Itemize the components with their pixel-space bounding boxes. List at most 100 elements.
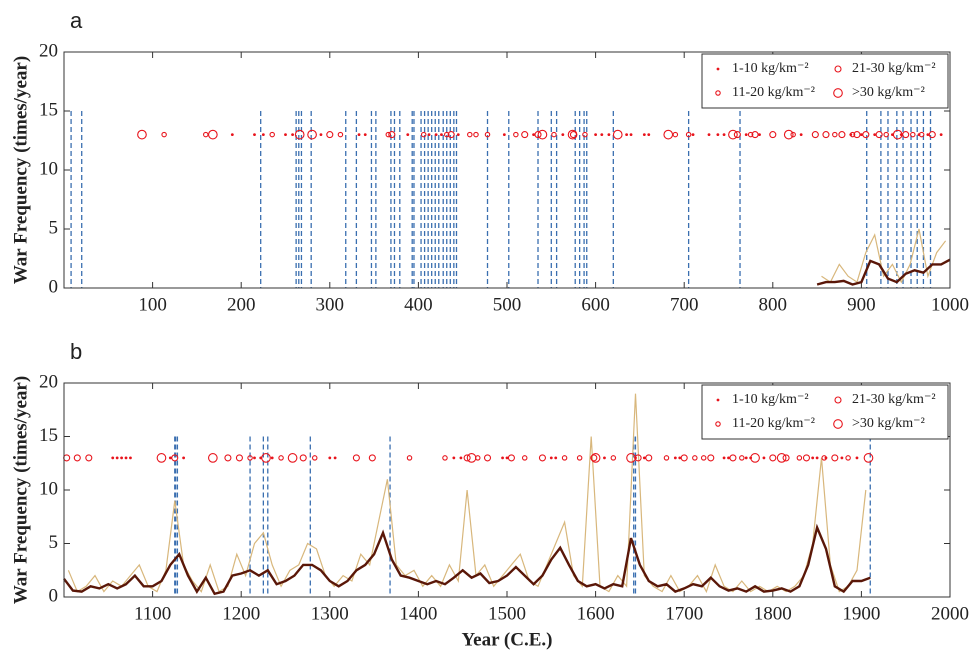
dust-marker	[642, 133, 646, 137]
dust-marker	[747, 131, 754, 138]
smoothed-line	[816, 258, 951, 286]
dust-marker	[357, 133, 361, 137]
dust-marker	[278, 455, 284, 461]
y-tick-label: 20	[39, 371, 58, 392]
legend-box	[701, 384, 949, 440]
x-tick-label: 1800	[754, 603, 792, 624]
dust-marker	[728, 129, 738, 140]
x-tick-label: 600	[581, 294, 610, 315]
dust-marker	[918, 131, 925, 138]
annual-line	[821, 228, 947, 284]
panel: a 0 5 10 15 20 100 200 300 400 500 600 700 800 900 1000…	[10, 8, 969, 316]
dust-marker	[685, 131, 692, 138]
y-tick-label: 5	[49, 217, 59, 238]
dust-marker	[299, 454, 307, 462]
dust-marker	[444, 131, 450, 138]
dust-marker	[821, 455, 827, 461]
legend-marker	[715, 421, 721, 427]
dust-marker	[73, 454, 81, 462]
dust-marker	[603, 456, 606, 460]
dust-marker	[311, 455, 318, 461]
dust-marker	[840, 456, 844, 460]
dust-marker	[722, 133, 726, 137]
dust-marker	[406, 133, 410, 137]
legend-marker	[715, 90, 721, 96]
dust-marker	[129, 456, 132, 460]
dust-marker	[815, 456, 819, 460]
dust-marker	[537, 129, 548, 140]
dust-marker	[513, 131, 519, 138]
annual-line	[67, 393, 867, 594]
dust-marker	[672, 131, 679, 138]
dust-marker	[822, 131, 830, 139]
x-tick-label: 1300	[311, 603, 349, 624]
legend-marker	[833, 88, 843, 98]
x-tick-label: 1700	[665, 603, 703, 624]
x-tick-label: 1400	[399, 603, 437, 624]
dust-marker	[168, 456, 172, 460]
dust-marker	[569, 131, 578, 139]
dust-marker	[352, 454, 360, 462]
dust-marker	[284, 133, 287, 137]
dust-marker	[473, 131, 479, 138]
dust-marker	[678, 456, 682, 460]
y-axis-label: War Frequency (times/year)	[10, 56, 31, 284]
dust-marker	[467, 131, 473, 138]
legend-label: 1-10 kg/km⁻²	[732, 392, 809, 407]
dust-marker	[207, 453, 218, 463]
dust-marker	[521, 131, 529, 139]
dust-marker	[549, 456, 553, 460]
dust-marker	[645, 454, 653, 462]
dust-marker	[926, 133, 930, 137]
dust-marker	[459, 456, 463, 460]
dust-marker	[561, 455, 568, 461]
legend-marker	[834, 396, 842, 404]
dust-marker	[811, 131, 819, 139]
y-tick-label: 20	[39, 40, 58, 61]
dust-marker	[796, 455, 803, 461]
dust-marker	[388, 131, 396, 139]
dust-marker	[291, 133, 294, 137]
dust-marker	[207, 129, 218, 140]
dust-marker	[733, 131, 741, 139]
dust-marker	[783, 129, 794, 140]
legend-marker	[716, 398, 720, 402]
x-tick-label: 500	[493, 294, 522, 315]
dust-marker	[466, 453, 477, 463]
dust-marker	[832, 131, 838, 138]
x-tick-label: 900	[847, 294, 876, 315]
dust-marker	[663, 455, 670, 461]
dust-marker	[434, 133, 438, 137]
x-tick-label: 100	[138, 294, 167, 315]
x-tick-label: 1000	[931, 294, 969, 315]
legend-label: 1-10 kg/km⁻²	[732, 61, 809, 76]
dust-marker	[594, 133, 597, 137]
x-tick-label: 400	[404, 294, 433, 315]
dust-marker	[156, 453, 167, 463]
dust-marker	[838, 131, 846, 139]
dust-marker	[939, 133, 943, 137]
dust-marker	[582, 131, 588, 138]
dust-marker	[663, 129, 674, 140]
legend-marker	[834, 65, 842, 73]
dust-marker	[751, 131, 759, 139]
dust-marker	[910, 131, 916, 138]
dust-marker	[567, 129, 578, 140]
dust-marker	[427, 133, 431, 137]
dust-marker	[799, 133, 803, 137]
dust-marker	[532, 133, 535, 137]
panel: b 0 5 10 15 20 1100 1200 1300 1400 1500 1600 1700 180…	[10, 339, 969, 651]
dust-marker	[554, 456, 558, 460]
dust-marker	[576, 455, 583, 461]
panel-label: a	[70, 8, 83, 33]
y-tick-label: 10	[39, 478, 58, 499]
dust-marker	[892, 129, 903, 140]
dust-marker	[610, 455, 617, 461]
dust-marker	[769, 131, 777, 139]
x-tick-label: 2000	[931, 603, 969, 624]
dust-marker	[182, 456, 186, 460]
y-tick-label: 15	[39, 99, 58, 120]
x-tick-label: 1200	[222, 603, 260, 624]
dust-marker	[307, 129, 317, 140]
